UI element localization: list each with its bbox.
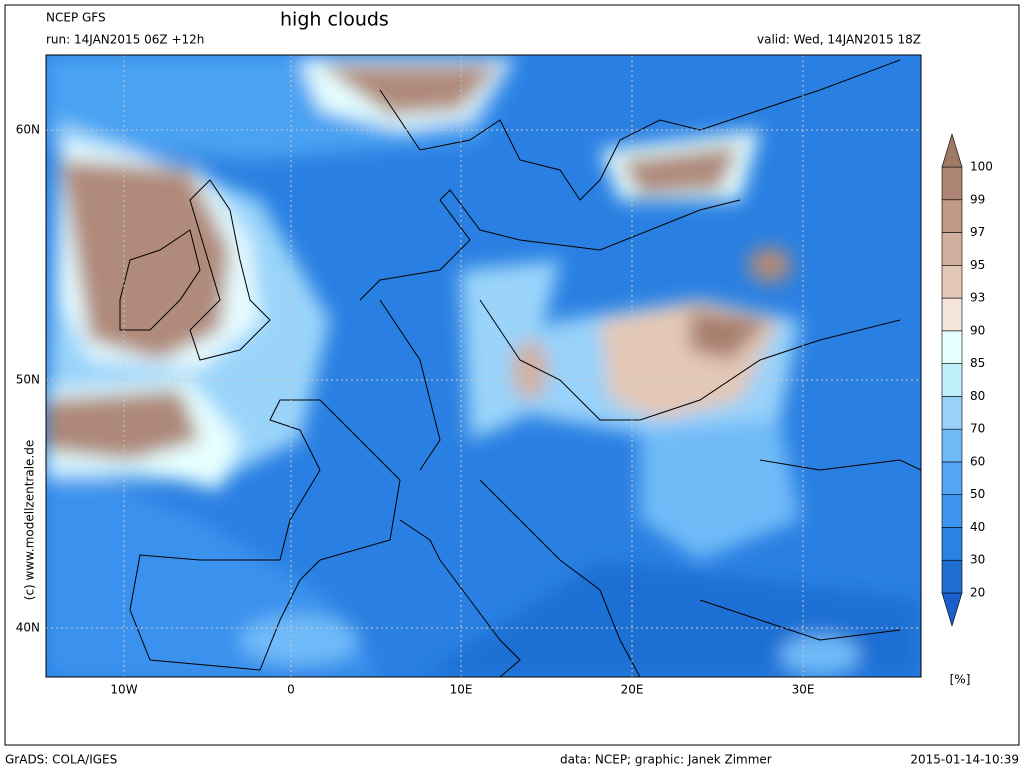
footer-left: GrADS: COLA/IGES — [5, 753, 117, 767]
colorbar-segment — [941, 297, 963, 332]
footer-right: 2015-01-14-10:39 — [910, 753, 1019, 767]
run-info: run: 14JAN2015 06Z +12h — [46, 33, 204, 47]
colorbar-lower-arrow — [941, 592, 963, 628]
colorbar-segment — [941, 494, 963, 528]
footer-center: data: NCEP; graphic: Janek Zimmer — [560, 753, 772, 767]
colorbar-segment — [941, 396, 963, 430]
colorbar: 20 30 40 50 60 70 80 85 90 93 95 97 99 100 — [941, 132, 993, 628]
colorbar-label: 100 — [970, 160, 993, 174]
colorbar-segment — [941, 428, 963, 463]
lon-label: 0 — [287, 683, 295, 697]
colorbar-upper-arrow — [941, 132, 963, 168]
lon-label: 10E — [450, 683, 473, 697]
colorbar-label: 95 — [970, 258, 985, 272]
cloud-field — [46, 55, 921, 677]
outer-frame — [4, 4, 1020, 746]
lat-label: 60N — [16, 123, 40, 137]
colorbar-segment — [941, 265, 963, 299]
colorbar-label: 80 — [970, 389, 985, 403]
colorbar-segment — [941, 559, 963, 594]
colorbar-label: 40 — [970, 520, 985, 534]
valid-time: valid: Wed, 14JAN2015 18Z — [757, 33, 921, 47]
colorbar-segment — [941, 232, 963, 266]
colorbar-label: 20 — [970, 586, 985, 600]
colorbar-segment — [941, 527, 963, 561]
model-name: NCEP GFS — [46, 11, 106, 25]
colorbar-label: 93 — [970, 291, 985, 305]
colorbar-segment — [941, 199, 963, 233]
colorbar-label: 70 — [970, 422, 985, 436]
colorbar-segment — [941, 363, 963, 397]
lat-label: 50N — [16, 373, 40, 387]
colorbar-label: 30 — [970, 553, 985, 567]
map-title: high clouds — [280, 9, 389, 31]
map-frame — [45, 54, 922, 678]
colorbar-segment — [941, 461, 963, 495]
lat-label: 40N — [16, 621, 40, 635]
colorbar-label: 85 — [970, 356, 985, 370]
colorbar-label: 97 — [970, 225, 985, 239]
colorbar-label: 60 — [970, 454, 985, 468]
graticule — [46, 55, 921, 677]
colorbar-label: 90 — [970, 323, 985, 337]
colorbar-segment — [941, 330, 963, 364]
colorbar-unit: [%] — [950, 673, 971, 687]
lon-label: 20E — [621, 683, 644, 697]
lon-label: 30E — [792, 683, 815, 697]
colorbar-label: 99 — [970, 192, 985, 206]
colorbar-segment — [941, 166, 963, 201]
colorbar-label: 50 — [970, 487, 985, 501]
coastlines — [119, 59, 921, 677]
map — [46, 55, 921, 677]
lon-label: 10W — [110, 683, 137, 697]
credit: (c) www.modellzentrale.de — [23, 440, 37, 600]
